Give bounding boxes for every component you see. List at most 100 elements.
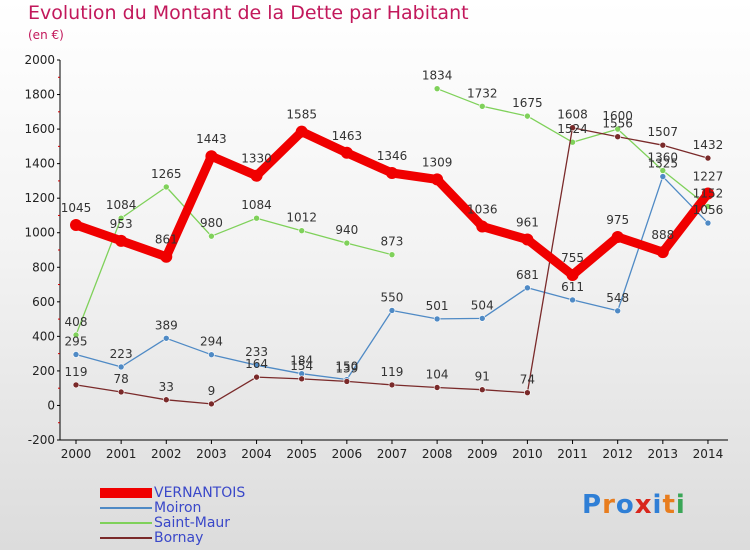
data-point-vernantois	[611, 231, 624, 244]
data-label: 389	[155, 318, 178, 332]
data-label: 1507	[648, 125, 679, 139]
x-tick-label: 2008	[422, 447, 453, 461]
data-point-moiron	[208, 351, 215, 358]
data-label: 1330	[241, 152, 272, 166]
chart-series	[70, 85, 714, 408]
data-label: 501	[426, 299, 449, 313]
data-label: 550	[381, 290, 404, 304]
proxiti-logo: Proxiti	[582, 490, 686, 520]
series-line-saint-maur	[436, 88, 709, 208]
data-point-saint-maur	[614, 125, 621, 133]
data-label: 119	[381, 365, 404, 379]
data-label: 1556	[602, 117, 633, 131]
data-label: 74	[520, 373, 535, 387]
data-point-vernantois	[521, 233, 534, 246]
data-point-vernantois	[431, 173, 444, 186]
data-label: 119	[65, 365, 88, 379]
data-label: 873	[381, 235, 404, 249]
x-tick-label: 2013	[648, 447, 679, 461]
data-label: 1600	[602, 109, 633, 123]
data-point-vernantois	[115, 234, 128, 247]
x-tick-label: 2001	[106, 447, 137, 461]
legend-item: Moiron	[100, 500, 245, 515]
chart-legend: VERNANTOIS Moiron Saint-Maur Bornay	[100, 485, 245, 545]
data-label: 1732	[467, 86, 498, 100]
data-label: 164	[245, 357, 268, 371]
x-tick-label: 2014	[693, 447, 724, 461]
data-label: 611	[561, 280, 584, 294]
data-point-bornay	[433, 384, 441, 391]
data-point-vernantois	[476, 220, 489, 233]
logo-letter: i	[652, 490, 663, 520]
data-label: 295	[65, 335, 88, 349]
logo-letter: i	[675, 490, 686, 520]
data-label: 1045	[61, 201, 92, 215]
data-label: 953	[110, 217, 133, 231]
data-label: 1608	[557, 108, 588, 122]
data-point-bornay	[117, 388, 125, 396]
data-label: 1463	[332, 129, 363, 143]
x-tick-label: 2003	[196, 447, 227, 461]
data-label: 233	[245, 345, 268, 359]
data-label: 681	[516, 268, 539, 282]
data-point-saint-maur	[388, 251, 396, 258]
data-label: 1084	[106, 198, 137, 212]
data-point-vernantois	[205, 150, 218, 163]
data-point-bornay	[298, 375, 306, 383]
x-tick-label: 2010	[512, 447, 543, 461]
data-point-saint-maur	[298, 227, 306, 234]
chart-axes: -200 0 200 400 600 800 1000 1200 1400 1600 1800 200…	[24, 53, 728, 461]
data-label: 139	[335, 361, 358, 375]
data-point-saint-maur	[704, 203, 712, 210]
legend-swatch	[100, 506, 152, 509]
data-label: 980	[200, 216, 223, 230]
x-tick-label: 2012	[602, 447, 633, 461]
x-tick-label: 2000	[61, 447, 92, 461]
data-label: 548	[606, 291, 629, 305]
x-tick-label: 2004	[241, 447, 272, 461]
data-label: 91	[475, 370, 490, 384]
data-point-bornay	[162, 396, 170, 404]
data-point-saint-maur	[253, 214, 260, 222]
data-label: 294	[200, 335, 223, 349]
legend-item: Bornay	[100, 530, 245, 545]
data-point-bornay	[72, 381, 80, 389]
x-tick-label: 2005	[286, 447, 317, 461]
data-label: 154	[290, 359, 313, 373]
data-point-bornay	[208, 400, 215, 408]
y-tick-label: 1000	[24, 226, 55, 240]
data-point-moiron	[524, 284, 531, 292]
data-point-saint-maur	[433, 85, 441, 92]
data-label: 1585	[286, 108, 317, 122]
data-label: 184	[290, 354, 313, 368]
logo-letter: t	[662, 490, 676, 520]
data-point-bornay	[704, 154, 712, 162]
data-point-moiron	[659, 173, 667, 180]
data-label: 1036	[467, 203, 498, 217]
data-label: 1227	[693, 170, 724, 184]
logo-letter: P	[582, 490, 603, 520]
data-label: 1443	[196, 132, 227, 146]
data-point-moiron	[614, 307, 621, 315]
chart-data-labels: 408 1084 1265 980 1084 1012 940 873 1834 1732 1675…	[61, 69, 724, 398]
x-tick-label: 2007	[377, 447, 408, 461]
data-point-moiron	[162, 334, 170, 342]
y-tick-label: 0	[47, 398, 55, 412]
data-label: 861	[155, 233, 178, 247]
data-label: 975	[606, 213, 629, 227]
data-point-bornay	[659, 141, 667, 149]
legend-swatch	[100, 487, 152, 498]
legend-swatch	[100, 521, 152, 524]
legend-label: VERNANTOIS	[154, 484, 246, 501]
y-tick-label: 1600	[24, 122, 55, 136]
data-label: 504	[471, 298, 494, 312]
x-tick-label: 2009	[467, 447, 498, 461]
y-tick-label: -200	[28, 433, 55, 447]
series-line-saint-maur	[75, 186, 393, 336]
legend-item: VERNANTOIS	[100, 485, 245, 500]
data-point-bornay	[524, 389, 531, 396]
data-point-bornay	[614, 133, 621, 140]
data-point-vernantois	[701, 187, 714, 200]
x-tick-label: 2011	[557, 447, 588, 461]
data-point-saint-maur	[162, 183, 170, 191]
